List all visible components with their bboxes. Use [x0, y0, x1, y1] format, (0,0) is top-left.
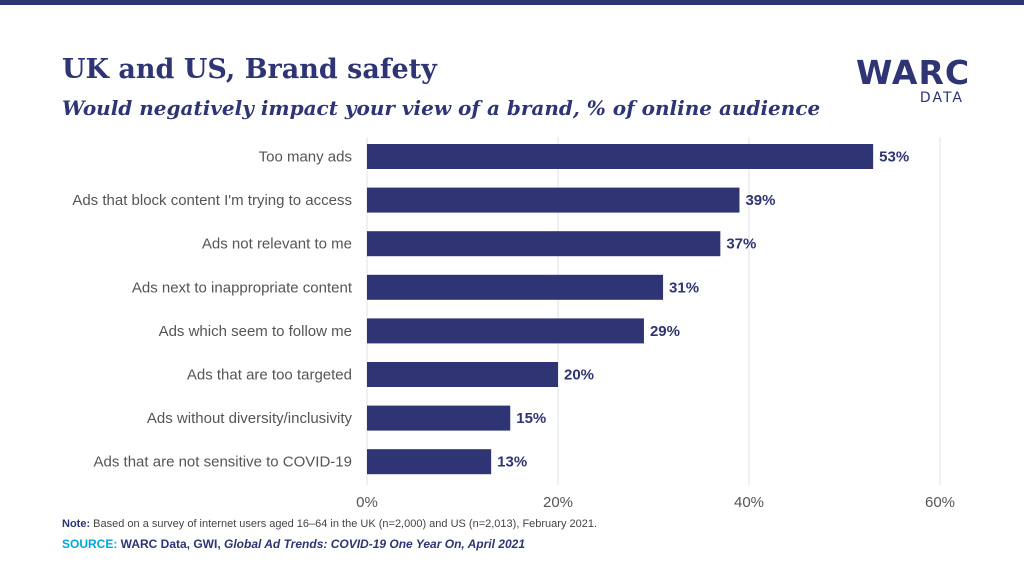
- data-label: 29%: [650, 323, 680, 340]
- footnote: Note: Based on a survey of internet user…: [62, 518, 597, 530]
- category-label: Ads that are not sensitive to COVID-19: [94, 454, 352, 471]
- bar: [367, 187, 740, 213]
- x-tick-label: 60%: [925, 494, 955, 511]
- source-text: WARC Data, GWI,: [117, 537, 225, 551]
- x-tick-label: 20%: [543, 494, 573, 511]
- chart-title: UK and US, Brand safety: [62, 54, 437, 85]
- data-label: 37%: [726, 236, 756, 253]
- logo-main-text: WARC: [856, 53, 971, 92]
- bar: [367, 405, 511, 431]
- data-label: 31%: [669, 279, 699, 296]
- logo-sub-text: DATA: [919, 90, 964, 106]
- source-label: SOURCE:: [62, 537, 118, 551]
- bar: [367, 144, 874, 169]
- category-label: Ads that are too targeted: [187, 367, 352, 384]
- bar: [367, 274, 664, 300]
- bar: [367, 231, 721, 257]
- category-label: Ads which seem to follow me: [159, 323, 352, 340]
- warc-data-logo: WARC DATA: [856, 53, 971, 107]
- data-label: 20%: [564, 367, 594, 384]
- x-tick-label: 0%: [356, 494, 378, 511]
- category-label: Ads without diversity/inclusivity: [147, 410, 353, 427]
- data-label: 15%: [516, 410, 546, 427]
- bar: [367, 449, 492, 475]
- source-publication: Global Ad Trends: COVID-19 One Year On, …: [224, 537, 525, 551]
- bar: [367, 318, 644, 344]
- data-label: 39%: [745, 192, 775, 209]
- top-accent-bar: [0, 0, 1024, 5]
- category-label: Too many ads: [259, 149, 352, 166]
- category-label: Ads that block content I'm trying to acc…: [72, 192, 352, 209]
- x-tick-label: 40%: [734, 494, 764, 511]
- data-label: 53%: [879, 149, 909, 166]
- source-line: SOURCE: WARC Data, GWI, Global Ad Trends…: [62, 537, 525, 551]
- data-label: 13%: [497, 454, 527, 471]
- note-label: Note:: [62, 518, 91, 530]
- category-label: Ads not relevant to me: [202, 236, 352, 253]
- bar: [367, 362, 558, 387]
- note-text: Based on a survey of internet users aged…: [90, 518, 598, 530]
- chart-subtitle: Would negatively impact your view of a b…: [62, 96, 821, 120]
- category-label: Ads next to inappropriate content: [132, 279, 353, 296]
